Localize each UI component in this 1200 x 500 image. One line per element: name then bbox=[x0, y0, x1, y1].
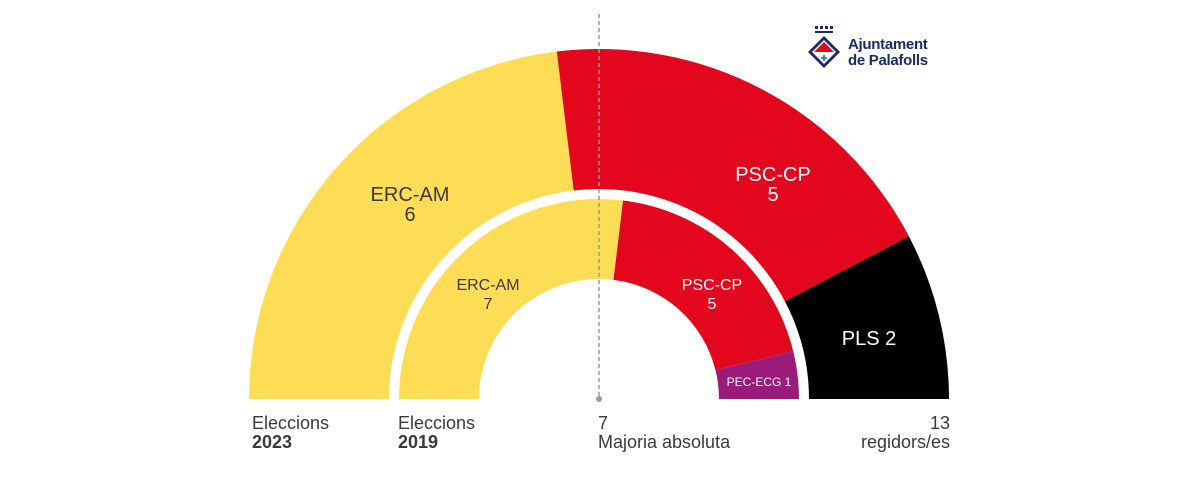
total-value: 13 bbox=[929, 413, 950, 433]
footer-total: 13 regidors/es bbox=[820, 414, 950, 452]
ajuntament-logo: Ajuntament de Palafolls bbox=[805, 25, 935, 75]
inner-pec-label: PEC-ECG 1 bbox=[727, 375, 792, 389]
inner-psc-label: PSC-CP bbox=[682, 277, 742, 294]
outer-psc-label: PSC-CP bbox=[735, 164, 811, 186]
outer-psc-seats: 5 bbox=[767, 184, 778, 206]
majority-value: 7 bbox=[598, 413, 609, 433]
seg-2023-psc-cp bbox=[556, 49, 909, 302]
ring-2019 bbox=[399, 199, 799, 399]
inner-psc-seats: 5 bbox=[708, 296, 717, 313]
footer-majority: 7 Majoria absoluta bbox=[598, 414, 730, 452]
ring-2023 bbox=[249, 49, 949, 400]
logo-line1: Ajuntament bbox=[848, 36, 928, 53]
outer-pls-label: PLS 2 bbox=[842, 328, 896, 350]
majority-marker bbox=[596, 396, 602, 402]
coat-of-arms-icon bbox=[808, 26, 840, 68]
logo-line2: de Palafolls bbox=[848, 52, 928, 69]
seg-2019-erc-am bbox=[399, 199, 624, 399]
footer-2019: Eleccions 2019 bbox=[398, 414, 475, 452]
seg-2023-erc-am bbox=[249, 51, 574, 400]
seg-2019-psc-cp bbox=[613, 200, 794, 371]
seg-2023-pls bbox=[784, 236, 949, 399]
outer-erc-seats: 6 bbox=[404, 204, 415, 226]
majority-label: Majoria absoluta bbox=[598, 432, 731, 452]
footer-2023: Eleccions 2023 bbox=[252, 414, 329, 452]
footer-2019-line2: 2019 bbox=[398, 432, 439, 452]
footer-2023-line1: Eleccions bbox=[252, 413, 330, 433]
footer-2019-line1: Eleccions bbox=[398, 413, 476, 433]
total-label: regidors/es bbox=[860, 432, 950, 452]
inner-erc-seats: 7 bbox=[484, 296, 493, 313]
inner-erc-label: ERC-AM bbox=[456, 277, 519, 294]
seg-2019-pec-ecg bbox=[715, 351, 799, 399]
outer-erc-label: ERC-AM bbox=[371, 184, 450, 206]
footer-2023-line2: 2023 bbox=[252, 432, 293, 452]
